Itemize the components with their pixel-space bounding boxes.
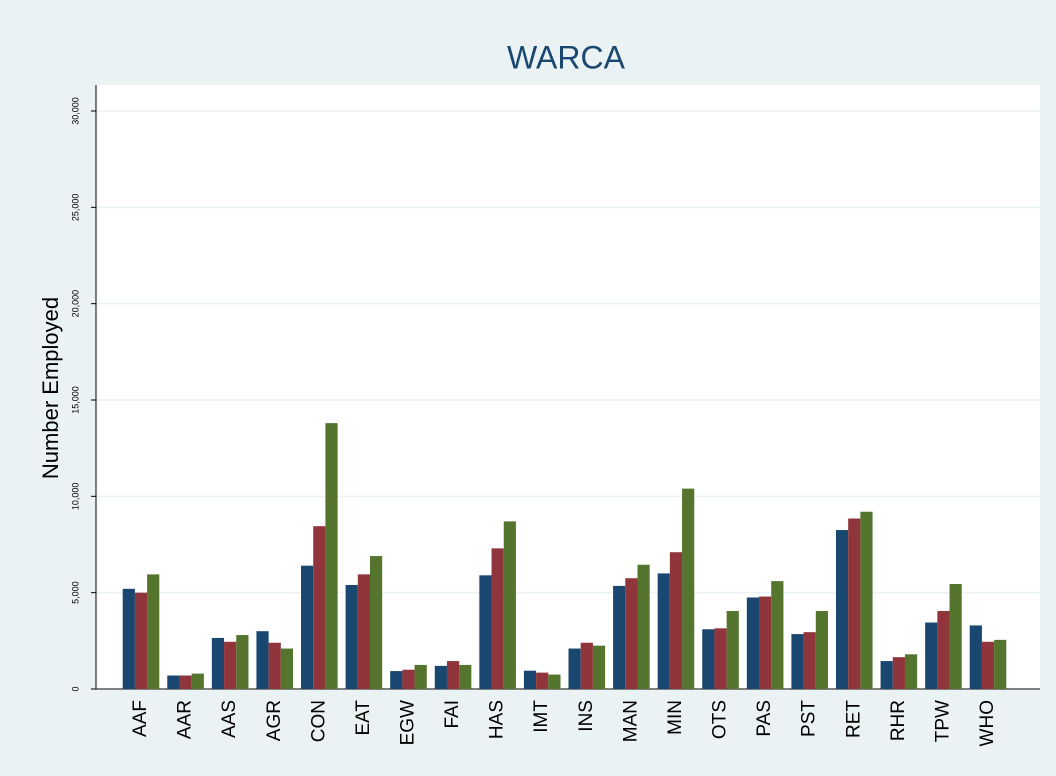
bar (357, 574, 370, 689)
bar (969, 625, 982, 689)
bar (313, 526, 326, 689)
bar (791, 634, 804, 689)
y-tick-label: 0 (70, 686, 80, 691)
bar (880, 661, 893, 689)
x-tick-label: PAS (754, 700, 775, 737)
bar (390, 671, 403, 689)
bar (949, 583, 962, 689)
x-tick-label: FAI (442, 700, 463, 729)
bar (637, 564, 650, 689)
bar (592, 645, 606, 689)
x-tick-label: EGW (397, 700, 418, 745)
x-tick-label: AAR (175, 700, 196, 739)
bar (613, 585, 626, 689)
x-tick-label: MIN (665, 700, 686, 735)
bar (904, 654, 918, 689)
bar (370, 556, 383, 689)
x-tick-label: AAF (130, 700, 151, 737)
x-tick-label: RET (843, 700, 864, 738)
bar (714, 628, 727, 689)
x-tick-label: IMT (531, 700, 552, 733)
bar (625, 578, 638, 689)
bar (301, 565, 314, 689)
bar (345, 584, 358, 689)
x-tick-label: AGR (264, 700, 285, 741)
bar (682, 488, 695, 689)
x-tick-label: MAN (620, 700, 641, 742)
plot-area (96, 85, 1040, 690)
bar (860, 511, 873, 689)
bar (236, 635, 249, 689)
bar (536, 672, 549, 689)
bar (402, 669, 415, 689)
bar (746, 597, 760, 689)
bar (280, 648, 294, 689)
bar (848, 518, 861, 689)
bar (669, 552, 683, 689)
x-tick-label: OTS (710, 700, 731, 739)
bar (503, 521, 516, 689)
bar (548, 674, 561, 689)
x-tick-label: RHR (888, 700, 909, 741)
bar (479, 575, 492, 689)
bar (134, 592, 148, 689)
y-axis-title: Number Employed (38, 297, 63, 479)
bar (268, 642, 281, 689)
bar (759, 596, 772, 689)
bar (835, 530, 849, 689)
x-tick-label: TPW (932, 700, 953, 742)
bar (325, 423, 338, 689)
bar (167, 675, 180, 689)
bar (994, 639, 1007, 689)
bar (803, 632, 816, 689)
bar (771, 581, 784, 689)
x-tick-label: CON (308, 700, 329, 742)
bar (925, 622, 938, 689)
bar (414, 664, 427, 689)
bar (726, 610, 739, 689)
x-tick-label: WHO (977, 700, 998, 746)
bar (446, 661, 460, 689)
x-tick-label: PST (799, 700, 820, 737)
x-tick-label: EAT (353, 700, 374, 736)
bar (434, 665, 447, 689)
bar (491, 548, 504, 689)
x-tick-label: INS (576, 700, 597, 732)
y-tick-label: 20,000 (70, 290, 80, 318)
bar (122, 588, 135, 689)
bar (657, 573, 670, 689)
bar (568, 648, 581, 689)
bar (256, 631, 269, 689)
y-tick-label: 15,000 (70, 386, 80, 414)
chart-title: WARCA (507, 39, 626, 75)
bar (211, 637, 225, 689)
bar (523, 670, 537, 689)
x-tick-label: AAS (219, 700, 240, 738)
bar (580, 642, 593, 689)
bar (892, 657, 905, 689)
bar (179, 675, 192, 689)
bar (981, 641, 995, 689)
bar (815, 610, 828, 689)
x-tick-label: HAS (487, 700, 508, 739)
bar (224, 641, 237, 689)
bar (459, 664, 472, 689)
bar (702, 629, 715, 689)
y-tick-label: 10,000 (70, 483, 80, 511)
y-tick-label: 5,000 (70, 581, 80, 604)
y-tick-label: 30,000 (70, 97, 80, 125)
bar (937, 610, 950, 689)
bar (191, 673, 204, 689)
bar (147, 574, 160, 689)
y-tick-label: 25,000 (70, 194, 80, 222)
